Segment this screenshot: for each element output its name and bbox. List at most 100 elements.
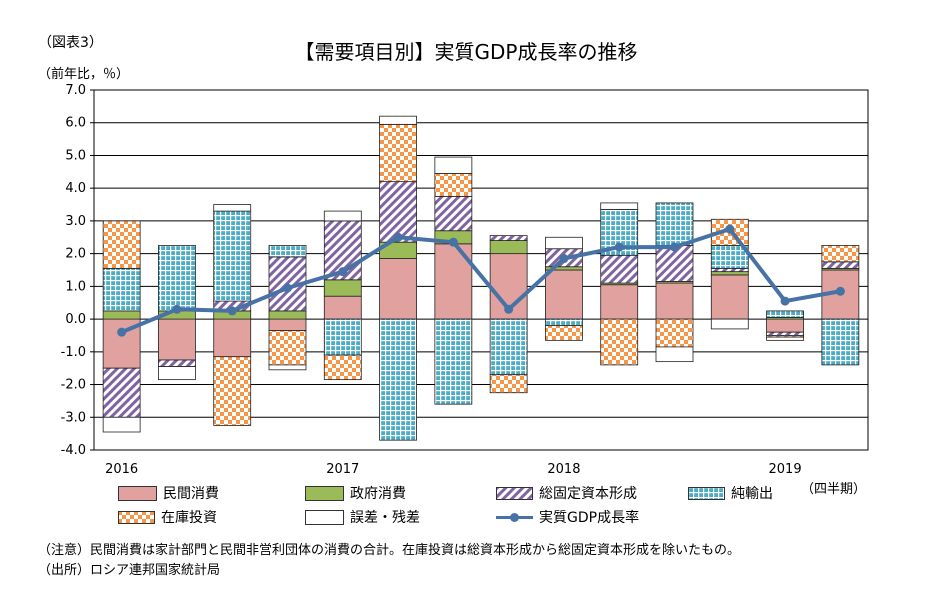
bar-segment-inventory [102,220,141,269]
gdp-line-marker [725,224,735,234]
legend-label: 実質GDP成長率 [539,510,640,526]
bar-segment-fixed-capital [102,367,141,418]
bar-segment-error [655,346,694,363]
footnote: （注意）民間消費は家計部門と民間非営利団体の消費の合計。在庫投資は総資本形成から… [38,543,741,558]
x-year-label: 2016 [105,462,138,477]
gdp-line-marker [835,286,845,296]
bar-segment-error [434,156,473,174]
bar-segment-error [213,204,252,212]
bar-segment-government-consumption [268,310,307,320]
bar-segment-inventory [379,123,417,183]
y-tick-label: -4.0 [61,443,86,458]
legend-item-gdp-growth: 実質GDP成長率 [496,508,639,526]
bar-segment-net-exports [489,318,528,376]
bar-segment-private-consumption [323,295,362,320]
x-year-label: 2019 [769,462,802,477]
bar-segment-net-exports [766,310,804,318]
bar-segment-private-consumption [710,274,749,320]
bar-segment-net-exports [434,318,473,405]
legend-swatch-government-consumption [305,485,344,501]
bar-segment-net-exports [158,245,196,312]
axes: 7.0 6.0 5.0 4.0 3.0 2.0 1.0 0.0 -1.0 -2.0 -3.0 -4.0… [61,83,802,477]
bar-segment-fixed-capital [766,331,804,336]
bar-segment-inventory [655,318,694,348]
y-axis-unit-label: （前年比，％） [38,67,130,82]
chart-title: 【需要項目別】実質GDP成長率の推移 [294,40,638,64]
bar-segment-inventory [600,318,639,366]
legend-item-government-consumption: 政府消費 [305,484,406,502]
legend-item-inventory: 在庫投資 [118,508,217,526]
legend-item-error: 誤差・残差 [305,508,420,526]
bar-segment-private-consumption [545,269,583,320]
bar-segment-inventory [434,173,473,197]
y-tick-label: 7.0 [65,83,86,98]
bar-segment-private-consumption [268,318,307,331]
source-note: （出所）ロシア連邦国家統計局 [38,563,221,578]
bar-segment-error [102,416,141,433]
bar-segment-government-consumption [489,240,528,255]
y-tick-label: -3.0 [61,410,86,425]
gdp-line-marker [172,304,182,314]
gdp-line-marker [614,242,624,252]
gdp-line-marker [283,283,292,293]
bar-segment-inventory [213,356,252,426]
legend-swatch-gdp-growth [496,511,533,524]
bar-segment-private-consumption [379,258,417,320]
y-tick-label: 5.0 [65,148,86,163]
bar-segment-inventory [821,245,860,263]
gdp-line-marker [338,267,348,277]
y-tick-label: 6.0 [65,116,86,131]
legend-swatch-net-exports [688,486,725,500]
plot-area-border [93,89,869,451]
y-tick-label: 3.0 [65,214,86,229]
x-axis-period-label: （四半期） [801,482,867,497]
bar-segment-net-exports [821,318,860,366]
bar-segment-inventory [545,325,583,341]
legend-label: 在庫投資 [161,510,217,526]
bar-segment-fixed-capital [600,254,639,284]
bar-segment-fixed-capital [434,195,473,232]
y-tick-label: 1.0 [65,279,86,294]
gdp-line-marker [393,232,403,242]
y-tick-label: 0.0 [65,312,86,327]
y-tick-label: 2.0 [65,247,86,262]
bar-segment-government-consumption [710,271,749,276]
bar-segment-net-exports [213,210,252,302]
bar-segment-government-consumption [323,279,362,297]
legend-swatch-fixed-capital [496,486,533,500]
bar-segment-government-consumption [102,310,141,320]
gdp-growth-line [117,224,845,337]
legend-label: 純輸出 [731,486,773,502]
bar-segment-fixed-capital [489,235,528,241]
bar-segment-net-exports [268,245,307,258]
bar-segment-error [268,364,307,371]
bar-segment-inventory [323,354,362,381]
legend-label: 民間消費 [163,486,219,502]
legend-swatch-error [305,509,344,525]
y-tick-label: -1.0 [61,345,86,360]
bar-segment-private-consumption [766,318,804,333]
y-tick-label: 4.0 [65,181,86,196]
bar-segment-fixed-capital [158,359,196,367]
legend-label: 誤差・残差 [350,510,420,526]
bar-segment-error [323,210,362,222]
legend-item-fixed-capital: 総固定資本形成 [496,484,637,502]
bar-segment-fixed-capital [821,261,860,269]
y-tick-label: -2.0 [61,378,86,393]
bar-segment-error [710,318,749,330]
gdp-line-path [120,227,841,335]
bar-segment-private-consumption [655,282,694,320]
legend-swatch-private-consumption [118,485,157,501]
legend-label: 総固定資本形成 [539,486,637,502]
legend-label: 政府消費 [350,486,406,502]
bar-segment-fixed-capital [710,267,749,273]
gdp-line-marker [227,306,237,316]
gdp-line-marker [780,296,790,306]
bar-segment-inventory [268,330,307,366]
legend-item-private-consumption: 民間消費 [118,484,219,502]
gdp-line-marker [670,242,679,252]
bar-segment-private-consumption [158,318,196,361]
bar-segment-net-exports [655,202,694,246]
